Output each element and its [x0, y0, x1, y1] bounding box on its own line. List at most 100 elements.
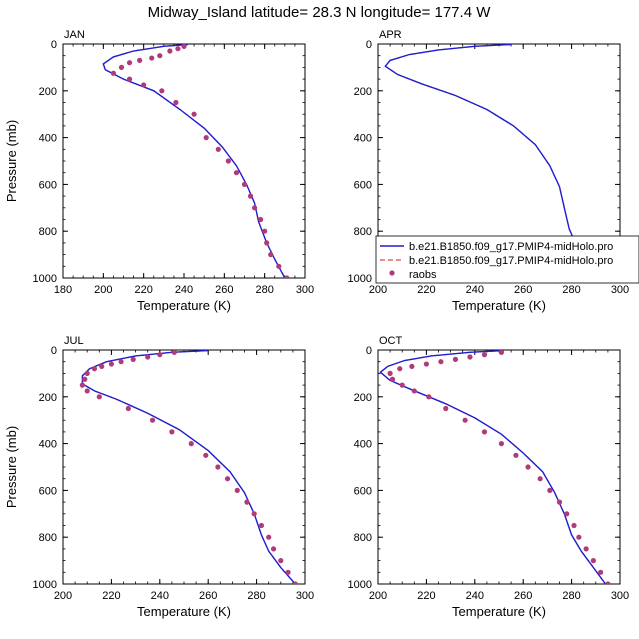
- legend-swatch-marker: [389, 270, 395, 276]
- raobs-point: [84, 370, 90, 376]
- data-layer: [384, 44, 597, 278]
- raobs-point: [498, 350, 505, 355]
- raobs-point: [96, 394, 102, 400]
- raobs-point: [169, 429, 175, 435]
- raobs-point: [576, 534, 582, 540]
- y-tick-label: 400: [39, 133, 57, 145]
- y-tick-label: 1000: [348, 273, 372, 285]
- raobs-point: [285, 569, 291, 575]
- raobs-point: [481, 352, 488, 358]
- x-tick-label: 240: [466, 590, 484, 602]
- raobs-point: [241, 181, 248, 187]
- raobs-point: [175, 46, 181, 52]
- panel-label: JUL: [64, 335, 84, 347]
- legend: b.e21.B1850.f09_g17.PMIP4-midHolo.pro b.e…: [375, 235, 639, 284]
- raobs-point: [244, 499, 250, 505]
- y-tick-label: 600: [39, 179, 57, 191]
- raobs-point: [159, 88, 165, 94]
- y-axis-label: Pressure (mb): [4, 426, 19, 508]
- x-tick-label: 240: [466, 284, 484, 296]
- data-layer: [79, 350, 298, 584]
- x-tick-label: 220: [417, 590, 435, 602]
- raobs-point: [409, 363, 415, 369]
- raobs-point: [171, 350, 177, 355]
- raobs-point: [525, 464, 531, 470]
- raobs-point: [215, 146, 221, 152]
- raobs-point: [443, 405, 449, 412]
- panel-apr: APR 200 220 240 260 280 300 0 200 400 600 800 1000 Te…: [348, 29, 630, 313]
- raobs-point: [233, 170, 240, 176]
- x-tick-label: 260: [199, 590, 217, 602]
- y-tick-label: 0: [51, 345, 57, 357]
- raobs-point: [99, 363, 105, 369]
- panel-oct: OCT 200 220 240 260 280 300 0 200 400 600 800 1000 Te…: [348, 335, 630, 619]
- raobs-point: [498, 441, 505, 447]
- x-tick-label: 200: [369, 590, 387, 602]
- x-tick-label: 180: [54, 284, 72, 296]
- x-tick-label: 260: [514, 590, 532, 602]
- raobs-point: [145, 354, 151, 360]
- x-axis-label: Temperature (K): [452, 604, 546, 619]
- x-tick-label: 240: [175, 284, 193, 296]
- data-layer: [102, 44, 290, 278]
- raobs-point: [276, 263, 282, 269]
- raobs-point: [224, 476, 231, 482]
- x-tick-label: 260: [514, 284, 532, 296]
- raobs-point: [173, 99, 179, 106]
- raobs-point: [387, 370, 393, 376]
- panels: JAN 180 200 220 240 260 280 300 0 200 400 600 800 100…: [4, 29, 629, 619]
- raobs-point: [84, 388, 90, 394]
- raobs-point: [513, 452, 519, 458]
- panel-label: APR: [379, 29, 402, 41]
- raobs-point: [258, 522, 265, 529]
- raobs-point: [462, 417, 468, 423]
- raobs-point: [547, 487, 553, 493]
- raobs-point: [188, 441, 194, 447]
- x-tick-label: 220: [102, 590, 120, 602]
- raobs-point: [137, 57, 143, 63]
- raobs-point: [598, 569, 604, 575]
- y-tick-label: 200: [354, 392, 372, 404]
- x-tick-label: 280: [255, 284, 273, 296]
- y-tick-label: 800: [354, 226, 372, 238]
- raobs-point: [278, 558, 284, 564]
- x-tick-label: 260: [215, 284, 233, 296]
- raobs-point: [215, 464, 221, 470]
- x-tick-label: 220: [134, 284, 152, 296]
- panel-jul: JUL 200 220 240 260 280 300 0 200 400 600 800 1000 Te…: [4, 335, 314, 619]
- raobs-point: [467, 354, 473, 360]
- raobs-point: [91, 366, 98, 372]
- raobs-point: [82, 376, 88, 382]
- raobs-point: [141, 82, 147, 88]
- x-tick-label: 280: [247, 590, 265, 602]
- raobs-point: [590, 558, 596, 564]
- y-tick-label: 600: [354, 179, 372, 191]
- raobs-point: [203, 135, 209, 141]
- y-tick-label: 0: [366, 39, 372, 51]
- y-tick-label: 0: [51, 39, 57, 51]
- raobs-point: [389, 376, 396, 382]
- raobs-point: [284, 275, 290, 278]
- raobs-point: [126, 60, 133, 66]
- raobs-point: [426, 394, 432, 400]
- raobs-point: [191, 111, 197, 117]
- raobs-point: [438, 359, 444, 365]
- raobs-point: [225, 158, 231, 164]
- x-tick-label: 280: [562, 590, 580, 602]
- raobs-point: [130, 356, 136, 362]
- raobs-point: [157, 53, 163, 59]
- raobs-point: [564, 511, 570, 517]
- y-tick-label: 400: [39, 439, 57, 451]
- x-tick-label: 300: [296, 284, 314, 296]
- plot-frame: [62, 349, 306, 585]
- y-tick-label: 1000: [348, 579, 372, 591]
- raobs-point: [108, 361, 114, 367]
- raobs-point: [157, 352, 163, 358]
- raobs-point: [149, 417, 156, 423]
- x-tick-label: 220: [417, 284, 435, 296]
- panel-label: OCT: [379, 335, 403, 347]
- raobs-point: [399, 382, 405, 388]
- raobs-point: [452, 356, 459, 362]
- raobs-point: [292, 581, 298, 584]
- raobs-point: [149, 55, 155, 61]
